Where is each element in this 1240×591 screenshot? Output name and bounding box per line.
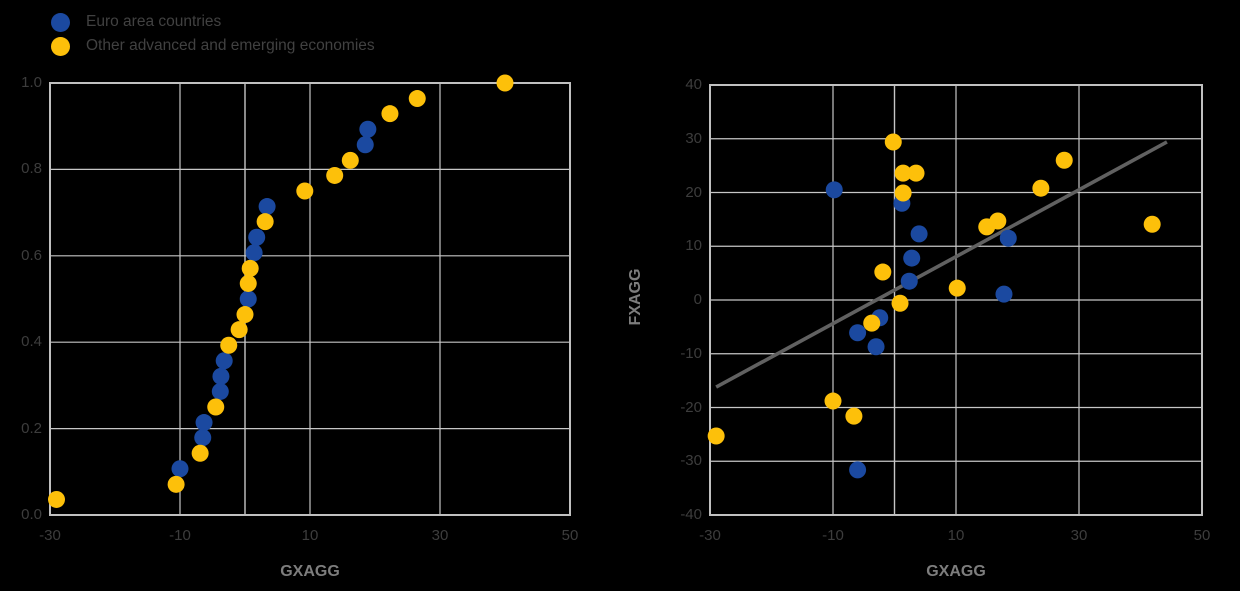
data-point-euro-area [849,324,867,342]
data-point-euro-area [211,382,229,400]
left-ecdf-plot-area [48,74,571,516]
data-point-other-economies [707,427,725,445]
axes-spines [709,84,1203,516]
data-point-other-economies [894,184,912,202]
right-scatter-ytick-label: -40 [680,506,702,523]
right-scatter-ytick-label: 10 [685,237,702,255]
data-point-euro-area [171,460,189,478]
left-xaxis-title: GXAGG [280,563,340,580]
data-point-other-economies [341,151,359,169]
data-point-other-economies [1143,215,1161,233]
right-yaxis-title: FXAGG [627,268,644,326]
right-scatter-ytick-label: -10 [680,344,702,362]
right-scatter-xtick-label: -10 [822,527,844,544]
data-point-other-economies [239,274,257,292]
data-point-euro-area [910,225,928,243]
data-point-other-economies [496,74,514,92]
right-scatter-ytick-label: 0 [693,291,702,308]
data-point-other-economies [207,398,225,416]
data-point-other-economies [326,166,344,184]
data-point-other-economies [48,490,65,508]
legend-item-euro-area: Euro area countries [51,12,221,32]
data-point-euro-area [245,244,263,262]
legend-item-other-economies: Other advanced and emerging economies [51,36,375,56]
data-point-euro-area [356,136,374,154]
data-point-euro-area [995,285,1013,303]
right-scatter-ytick-label: 30 [685,129,702,147]
legend-label-euro-area: Euro area countries [86,13,222,30]
left-ecdf-ytick-label: 0.6 [21,246,42,264]
left-ecdf-ytick-label: 0.4 [21,333,42,351]
data-point-other-economies [863,314,881,332]
left-ecdf-ytick-label: 0.0 [21,506,42,523]
data-point-euro-area [999,229,1017,247]
data-point-euro-area [239,290,257,308]
data-point-other-economies [256,213,274,231]
data-point-other-economies [894,164,912,182]
data-point-other-economies [874,263,892,281]
data-point-euro-area [903,249,921,267]
data-point-euro-area [867,338,885,356]
right-xaxis-title: GXAGG [926,563,986,580]
left-ecdf-xtick-label: 10 [301,527,319,544]
data-point-euro-area [258,198,276,216]
left-ecdf-xtick-label: 50 [561,527,579,544]
data-point-other-economies [884,133,902,151]
right-scatter-ytick-label: -30 [680,452,702,470]
data-point-euro-area [194,429,212,447]
right-scatter-xtick-label: 50 [1193,527,1211,544]
data-point-other-economies [241,259,259,277]
data-point-other-economies [408,90,426,108]
axes-spines [49,82,571,516]
data-point-euro-area [900,272,918,290]
data-point-other-economies [167,475,185,493]
data-point-other-economies [191,444,209,462]
left-ecdf-xtick-label: -10 [169,527,191,544]
right-scatter-xtick-label: 30 [1070,527,1088,544]
left-ecdf-xtick-label: -30 [39,527,61,544]
trend-line [715,140,1168,389]
data-point-other-economies [907,164,925,182]
data-point-other-economies [236,306,254,324]
legend-marker-other-economies-icon [51,36,70,56]
data-point-euro-area [359,120,377,138]
data-point-other-economies [220,336,238,354]
legend-marker-euro-area-icon [51,12,70,32]
right-scatter-xtick-label: 10 [947,527,965,544]
data-point-other-economies [845,407,863,425]
data-point-euro-area [195,414,213,432]
right-scatter-ytick-label: 20 [685,183,702,201]
left-ecdf-ytick-label: 1.0 [21,74,42,91]
right-scatter-ytick-label: 40 [685,76,702,93]
data-point-other-economies [381,105,399,123]
data-point-other-economies [978,218,996,236]
right-scatter-xtick-label: -30 [699,527,721,544]
data-point-euro-area [248,228,266,246]
data-point-euro-area [825,181,843,199]
right-scatter-plot-area [707,84,1203,516]
data-point-euro-area [849,461,867,479]
data-point-other-economies [891,294,909,312]
left-ecdf-ytick-label: 0.2 [21,419,42,437]
data-point-other-economies [948,279,966,297]
left-ecdf-xtick-label: 30 [431,527,449,544]
data-point-other-economies [230,321,248,339]
right-scatter-ytick-label: -20 [680,398,702,416]
data-point-other-economies [824,392,842,410]
left-ecdf-ytick-label: 0.8 [21,160,42,178]
data-point-other-economies [1032,179,1050,197]
data-point-euro-area [215,352,233,370]
data-point-other-economies [296,182,314,200]
data-point-euro-area [212,367,230,385]
data-point-other-economies [1055,151,1073,169]
legend-label-other-economies: Other advanced and emerging economies [86,37,375,54]
